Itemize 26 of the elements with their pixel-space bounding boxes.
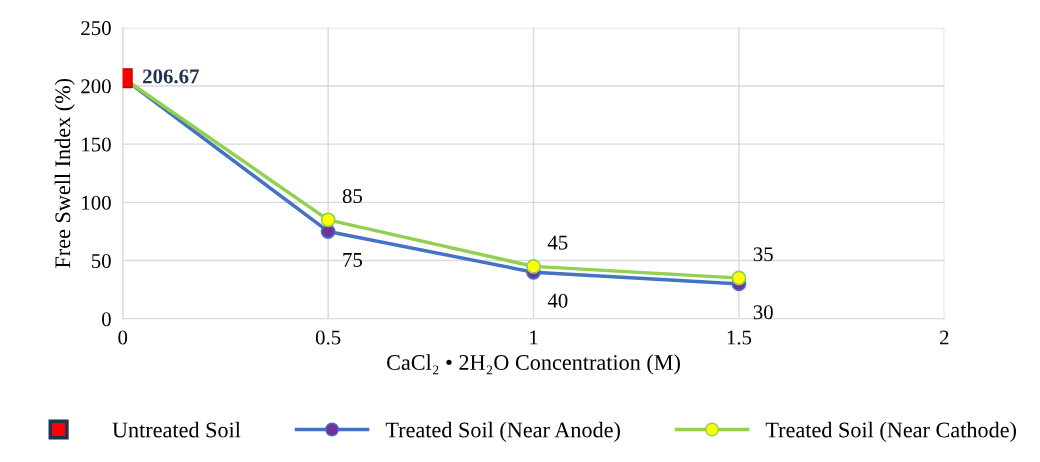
x-tick-label: 0.5	[315, 330, 341, 345]
data-label: 35	[753, 247, 773, 262]
y-tick-label: 50	[91, 253, 111, 268]
y-tick-label: 250	[81, 21, 111, 36]
y-axis-title: Free Swell Index (%)	[54, 78, 75, 268]
data-label: 206.67	[143, 69, 199, 84]
point	[526, 258, 541, 274]
y-tick-label: 200	[81, 79, 111, 94]
legend-label: Untreated Soil	[112, 421, 241, 438]
y-tick-label: 100	[82, 195, 111, 210]
data-label: 30	[753, 305, 773, 320]
x-tick-label: 1	[530, 330, 538, 345]
x-tick-label: 0	[118, 330, 128, 345]
legend-label: Treated Soil (Near Cathode)	[765, 421, 1016, 442]
data-label: 40	[547, 293, 568, 308]
point	[320, 212, 336, 228]
y-tick-label: 150	[82, 137, 111, 152]
y-tick-label: 0	[101, 312, 111, 327]
data-label: 75	[343, 253, 363, 267]
point	[731, 270, 747, 286]
x-tick-label: 2	[940, 330, 949, 345]
legend-label: Treated Soil (Near Anode)	[385, 421, 620, 442]
x-tick-label: 1.5	[727, 330, 752, 345]
data-label: 85	[342, 189, 363, 204]
data-label: 45	[547, 235, 568, 250]
x-axis-title: CaCl₂ • 2H₂O Concentration (M)	[387, 354, 680, 375]
